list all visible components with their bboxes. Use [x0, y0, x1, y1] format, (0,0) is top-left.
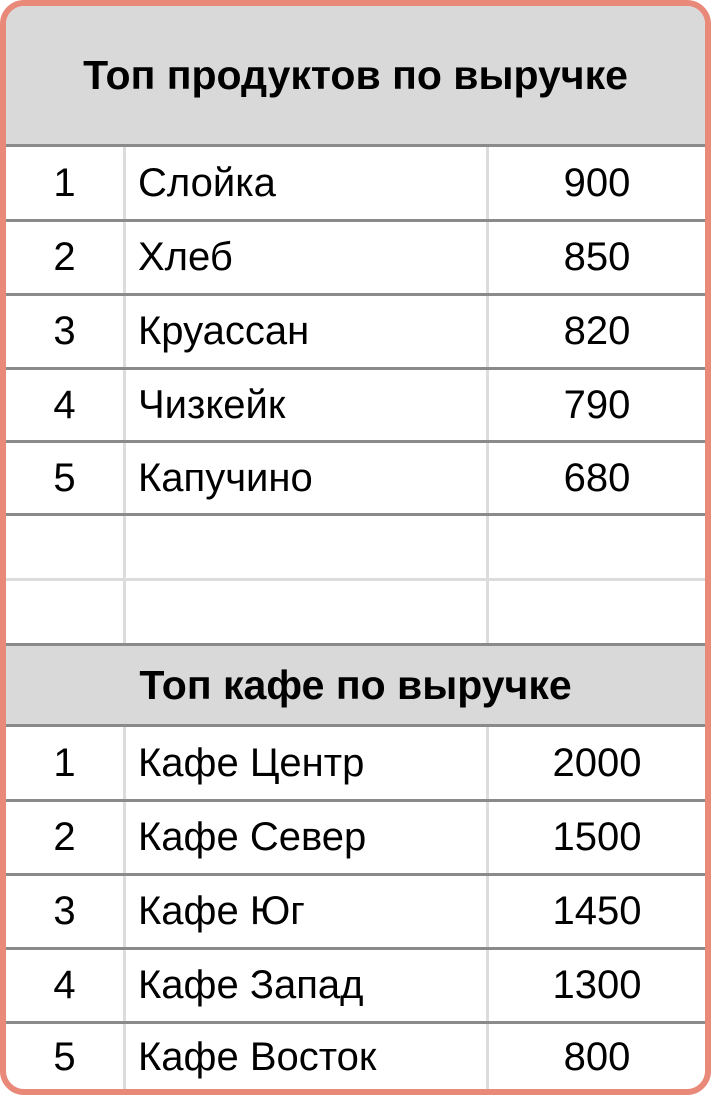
value-cell: 850	[563, 235, 631, 279]
empty-row	[6, 516, 705, 581]
name-cell: Кафе Центр	[126, 727, 489, 799]
name-cell: Кафе Север	[126, 802, 489, 873]
value-cell: 2000	[552, 740, 642, 785]
value-cell: 900	[563, 160, 631, 205]
rank-cell: 2	[6, 222, 126, 293]
name-cell: Кафе Юг	[126, 876, 489, 947]
rank-cell: 3	[6, 876, 126, 947]
value-cell: 820	[563, 309, 631, 353]
value-cell: 790	[563, 382, 631, 427]
products-title: Топ продуктов по выручке	[6, 6, 705, 147]
rank-cell: 5	[6, 443, 126, 513]
table-row: 4 Кафе Запад 1300	[6, 950, 705, 1024]
value-cell: 1450	[552, 889, 642, 933]
empty-row	[6, 581, 705, 646]
name-cell: Слойка	[126, 147, 489, 219]
table-row: 3 Кафе Юг 1450	[6, 876, 705, 950]
table-row: 2 Хлеб 850	[6, 222, 705, 296]
value-cell: 680	[563, 455, 631, 500]
table-row: 2 Кафе Север 1500	[6, 802, 705, 876]
name-cell: Капучино	[126, 443, 489, 513]
rank-cell: 1	[6, 147, 126, 219]
name-cell: Круассан	[126, 296, 489, 367]
rank-cell: 4	[6, 370, 126, 440]
name-cell: Хлеб	[126, 222, 489, 293]
table-row: 4 Чизкейк 790	[6, 370, 705, 443]
rank-cell: 4	[6, 950, 126, 1021]
rank-cell: 1	[6, 727, 126, 799]
rank-cell: 5	[6, 1024, 126, 1089]
rank-cell: 2	[6, 802, 126, 873]
table-row: 1 Слойка 900	[6, 147, 705, 222]
name-cell: Кафе Восток	[126, 1024, 489, 1089]
rank-cell: 3	[6, 296, 126, 367]
value-cell: 1500	[552, 815, 642, 859]
value-cell: 800	[563, 1034, 631, 1079]
table-row: 5 Капучино 680	[6, 443, 705, 516]
table-row: 5 Кафе Восток 800	[6, 1024, 705, 1089]
table-row: 3 Круассан 820	[6, 296, 705, 370]
table-row: 1 Кафе Центр 2000	[6, 727, 705, 802]
name-cell: Чизкейк	[126, 370, 489, 440]
value-cell: 1300	[552, 963, 642, 1007]
name-cell: Кафе Запад	[126, 950, 489, 1021]
cafes-title: Топ кафе по выручке	[6, 646, 705, 727]
